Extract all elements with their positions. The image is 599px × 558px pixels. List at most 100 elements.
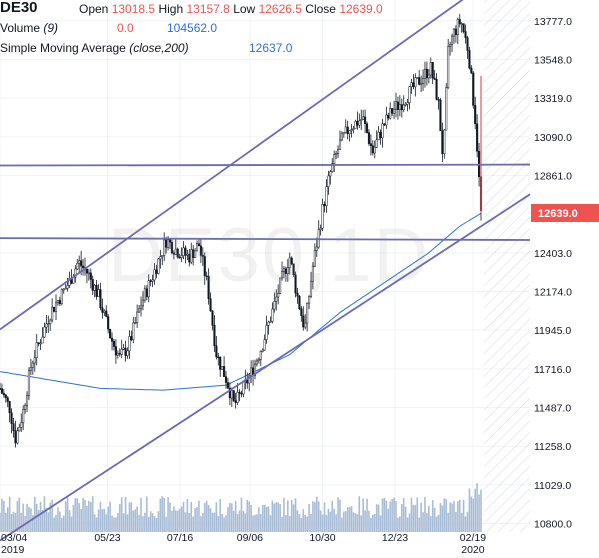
candle-body-221 bbox=[425, 68, 428, 79]
candle-body-78 bbox=[149, 280, 152, 282]
volume-bar-40 bbox=[76, 498, 79, 532]
x-tick-year: 2019 bbox=[1, 544, 25, 556]
volume-bar-125 bbox=[240, 497, 243, 532]
volume-bar-110 bbox=[211, 512, 214, 532]
candle-body-68 bbox=[130, 336, 133, 341]
high-value: 13157.8 bbox=[186, 2, 230, 16]
sma-value: 12637.0 bbox=[249, 41, 293, 55]
candle-body-188 bbox=[362, 116, 365, 120]
volume-bar-79 bbox=[151, 513, 154, 532]
candle-body-5 bbox=[8, 401, 11, 414]
volume-bar-9 bbox=[16, 500, 19, 532]
volume-bar-122 bbox=[234, 501, 237, 532]
volume-bar-195 bbox=[375, 504, 378, 532]
volume-bar-25 bbox=[47, 512, 50, 532]
volume-bar-35 bbox=[66, 497, 69, 532]
volume-bar-160 bbox=[308, 503, 310, 532]
candle-body-207 bbox=[398, 104, 401, 110]
volume-label: Volume bbox=[0, 21, 41, 35]
volume-bar-0 bbox=[0, 512, 1, 532]
volume-bar-76 bbox=[146, 496, 148, 532]
volume-bar-147 bbox=[283, 497, 285, 532]
candle-body-76 bbox=[145, 288, 148, 298]
candle-body-71 bbox=[136, 311, 139, 323]
volume-bar-42 bbox=[80, 508, 82, 532]
volume-bar-36 bbox=[68, 510, 71, 532]
candle-body-6 bbox=[10, 412, 13, 424]
volume-bar-87 bbox=[167, 497, 169, 532]
candle-body-50 bbox=[95, 285, 98, 297]
candle-body-42 bbox=[80, 260, 83, 267]
y-tick-label: 13548.0 bbox=[534, 54, 572, 66]
candle-body-49 bbox=[93, 285, 96, 291]
volume-bar-192 bbox=[370, 517, 372, 532]
volume-bar-222 bbox=[428, 505, 430, 532]
candle-body-51 bbox=[97, 289, 100, 297]
candle-body-162 bbox=[311, 265, 314, 282]
volume-bar-165 bbox=[317, 501, 320, 532]
volume-bar-105 bbox=[202, 512, 204, 532]
x-tick-label: 10/30 bbox=[309, 532, 335, 544]
volume-bar-92 bbox=[176, 510, 179, 532]
volume-bar-39 bbox=[74, 498, 77, 532]
volume-bar-115 bbox=[221, 513, 223, 532]
candle-body-26 bbox=[49, 319, 52, 324]
candle-body-216 bbox=[416, 77, 419, 79]
volume-bar-97 bbox=[186, 498, 189, 532]
volume-bar-107 bbox=[205, 500, 208, 532]
candle-body-209 bbox=[402, 104, 405, 111]
candle-body-238 bbox=[458, 19, 461, 24]
candle-body-59 bbox=[112, 341, 116, 347]
volume-bar-11 bbox=[20, 512, 23, 532]
candle-body-231 bbox=[445, 87, 448, 131]
volume-bar-214 bbox=[412, 504, 415, 532]
volume-bar-109 bbox=[209, 508, 212, 532]
volume-bar-208 bbox=[400, 504, 403, 532]
volume-bar-174 bbox=[335, 514, 337, 532]
volume-bar-47 bbox=[89, 502, 92, 532]
candle-body-115 bbox=[221, 366, 224, 370]
volume-param: (9) bbox=[43, 21, 59, 35]
volume-bar-41 bbox=[78, 503, 81, 532]
volume-bar-53 bbox=[101, 509, 104, 532]
candle-body-137 bbox=[263, 339, 266, 351]
candle-body-157 bbox=[302, 315, 305, 328]
volume-bar-8 bbox=[14, 512, 17, 532]
volume-bar-182 bbox=[350, 506, 353, 532]
candle-body-39 bbox=[74, 268, 77, 278]
candle-body-140 bbox=[269, 321, 272, 323]
volume-bar-149 bbox=[287, 500, 289, 532]
candle-body-117 bbox=[224, 376, 228, 383]
candle-body-126 bbox=[242, 381, 245, 395]
volume-bar-176 bbox=[339, 499, 341, 532]
last-price-marker: 12639.0 bbox=[531, 203, 599, 222]
volume-bar-202 bbox=[389, 501, 392, 532]
volume-bar-37 bbox=[70, 516, 73, 532]
volume-bar-65 bbox=[124, 496, 127, 532]
volume-bar-228 bbox=[439, 503, 442, 532]
candle-body-212 bbox=[408, 86, 411, 103]
volume-bar-172 bbox=[331, 500, 334, 532]
y-tick-label: 13090.0 bbox=[534, 132, 572, 144]
volume-bar-167 bbox=[321, 514, 324, 532]
candle-body-145 bbox=[279, 277, 282, 294]
volume-bar-44 bbox=[84, 499, 86, 532]
candle-body-36 bbox=[68, 277, 71, 286]
y-tick-label: 12403.0 bbox=[534, 248, 572, 260]
candle-body-30 bbox=[56, 300, 60, 304]
volume-bar-119 bbox=[229, 502, 231, 532]
candle-body-156 bbox=[300, 308, 303, 317]
candle-body-90 bbox=[172, 252, 175, 255]
candle-body-116 bbox=[223, 366, 226, 377]
volume-bar-86 bbox=[165, 516, 167, 532]
candle-body-58 bbox=[110, 337, 114, 342]
x-tick-label: 03/04 bbox=[1, 532, 27, 544]
candle-body-0 bbox=[0, 388, 2, 390]
volume-bar-100 bbox=[192, 516, 194, 532]
volume-bar-240 bbox=[462, 499, 465, 532]
volume-bar-156 bbox=[300, 517, 303, 532]
candle-body-193 bbox=[371, 145, 374, 154]
volume-bar-189 bbox=[364, 510, 366, 532]
volume-bar-71 bbox=[136, 506, 138, 532]
